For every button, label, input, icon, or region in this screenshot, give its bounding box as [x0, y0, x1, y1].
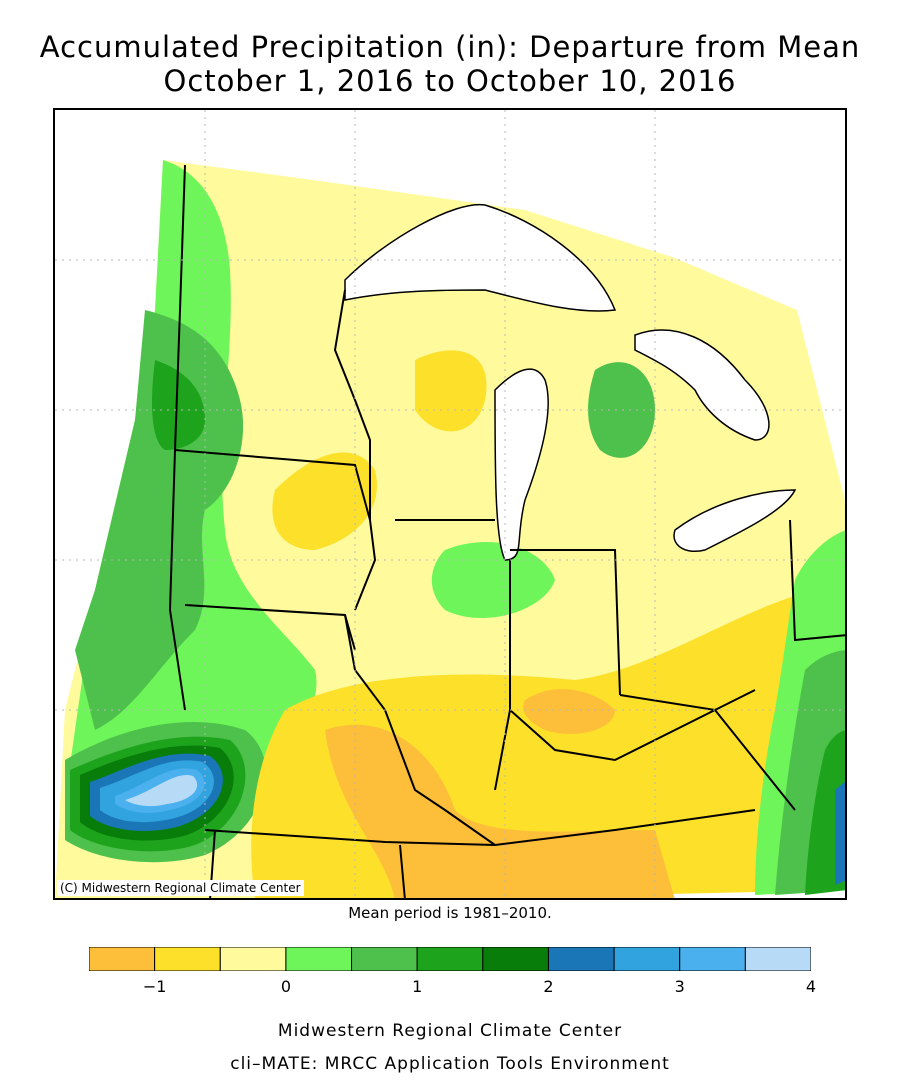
map-date-range: October 1, 2016 to October 10, 2016: [163, 64, 737, 98]
legend-swatch-8: [613, 947, 681, 971]
contour-0-ia: [431, 541, 555, 619]
contour-neg05-central: [272, 452, 377, 550]
legend-swatch-10: [744, 947, 811, 971]
graticule: [55, 110, 845, 898]
legend-swatch-6: [482, 947, 549, 971]
footer-org: Midwestern Regional Climate Center: [277, 1021, 623, 1041]
precipitation-map: [55, 110, 845, 898]
color-legend: [89, 947, 811, 971]
contour-neg05-wi: [415, 350, 487, 432]
legend-swatch-9: [679, 947, 746, 971]
legend-tick-label: 1: [412, 977, 423, 996]
state-boundaries: [168, 164, 845, 898]
contour-neg1-south: [325, 724, 675, 898]
legend-swatch-3: [285, 947, 353, 971]
legend-swatch-5: [416, 947, 484, 971]
legend-swatch-7: [547, 947, 615, 971]
map-panel: (C) Midwestern Regional Climate Center: [53, 108, 847, 900]
contour-35-sw: [125, 774, 198, 807]
legend-swatch-1: [154, 947, 221, 971]
legend-tick-label: 2: [543, 977, 554, 996]
legend-tick-label: −1: [142, 977, 167, 996]
contour-1-west: [152, 360, 205, 450]
legend-tick-label: 3: [674, 977, 685, 996]
legend-tick-label: 4: [805, 977, 817, 996]
lake-superior: [344, 203, 617, 312]
copyright-label: (C) Midwestern Regional Climate Center: [57, 880, 304, 896]
legend-swatch-2: [219, 947, 287, 971]
lake-erie: [673, 489, 797, 552]
mean-period-note: Mean period is 1981–2010.: [348, 904, 552, 922]
contour-05-mi: [588, 362, 655, 458]
legend-swatch-0: [89, 947, 156, 971]
lake-huron: [634, 329, 770, 441]
map-title: Accumulated Precipitation (in): Departur…: [39, 30, 861, 64]
contour-neg1-in: [523, 689, 615, 734]
footer-app: cli–MATE: MRCC Application Tools Environ…: [230, 1054, 670, 1074]
contour-2-east: [835, 781, 845, 885]
legend-swatch-4: [351, 947, 418, 971]
lake-michigan: [494, 368, 549, 561]
legend-tick-label: 0: [280, 977, 291, 996]
